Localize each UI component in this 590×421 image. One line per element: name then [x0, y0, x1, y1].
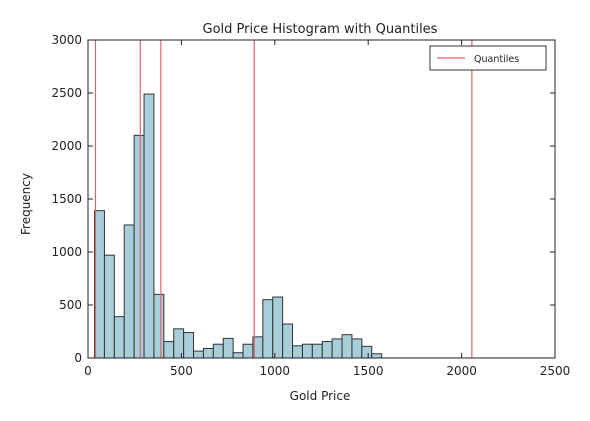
y-tick-label: 0	[74, 351, 82, 365]
histogram-bar	[272, 296, 284, 359]
plot-area: 0 500 1000 1500 2000 2500 0 500 1000 1500 2000 2500…	[51, 33, 570, 378]
histogram-bar	[351, 338, 363, 359]
y-tick-label: 3000	[51, 33, 82, 47]
x-tick-label: 2500	[540, 364, 571, 378]
histogram-bar	[262, 299, 274, 359]
histogram-bar	[341, 334, 353, 359]
x-tick-label: 1500	[353, 364, 384, 378]
histogram-bar	[212, 343, 224, 359]
histogram-bar	[232, 352, 244, 359]
x-axis-label: Gold Price	[290, 389, 351, 403]
histogram-bar	[183, 332, 195, 359]
histogram-bar	[193, 350, 204, 359]
y-tick-label: 1500	[51, 192, 82, 206]
histogram-bar	[311, 343, 323, 359]
y-tick-label: 500	[59, 298, 82, 312]
histogram-bar	[173, 328, 185, 359]
histogram-bar	[163, 341, 175, 359]
histogram-bar	[202, 347, 214, 359]
histogram-bar	[301, 343, 313, 359]
y-tick-label: 2000	[51, 139, 82, 153]
histogram-bar	[321, 341, 333, 359]
histogram-bar	[143, 93, 155, 359]
histogram-bar	[292, 345, 303, 359]
histogram-bar	[222, 337, 234, 359]
y-tick-label: 2500	[51, 86, 82, 100]
histogram-bar	[153, 293, 165, 359]
histogram-bar	[133, 134, 145, 359]
legend: Quantiles	[429, 45, 547, 71]
chart-title: Gold Price Histogram with Quantiles	[203, 22, 438, 37]
y-tick-label: 1000	[51, 245, 82, 259]
histogram-bar	[123, 224, 135, 359]
histogram-bar	[371, 353, 383, 359]
histogram-bar	[103, 254, 115, 359]
histogram-bar	[113, 316, 125, 359]
histogram-bar	[361, 345, 373, 359]
legend-label-quantiles: Quantiles	[474, 54, 519, 65]
histogram-bar	[242, 343, 254, 359]
histogram-bar	[331, 338, 343, 359]
x-tick-label: 1000	[260, 364, 291, 378]
x-tick-label: 2000	[446, 364, 477, 378]
y-axis-label: Frequency	[19, 173, 33, 235]
x-tick-label: 0	[84, 364, 92, 378]
x-tick-label: 500	[170, 364, 193, 378]
histogram-bar	[282, 323, 294, 359]
